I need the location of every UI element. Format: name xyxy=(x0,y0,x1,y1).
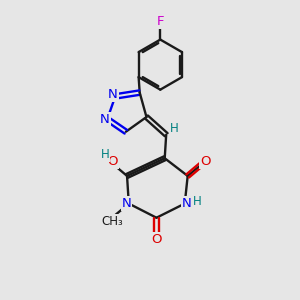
Text: H: H xyxy=(193,195,202,208)
Text: F: F xyxy=(157,15,164,28)
Text: N: N xyxy=(108,88,118,100)
Text: N: N xyxy=(182,197,192,210)
Text: N: N xyxy=(100,113,110,126)
Text: N: N xyxy=(122,197,131,210)
Text: O: O xyxy=(151,233,162,246)
Text: O: O xyxy=(107,155,118,168)
Text: O: O xyxy=(200,155,211,168)
Text: CH₃: CH₃ xyxy=(101,215,123,228)
Text: H: H xyxy=(100,148,109,161)
Text: H: H xyxy=(170,122,179,135)
